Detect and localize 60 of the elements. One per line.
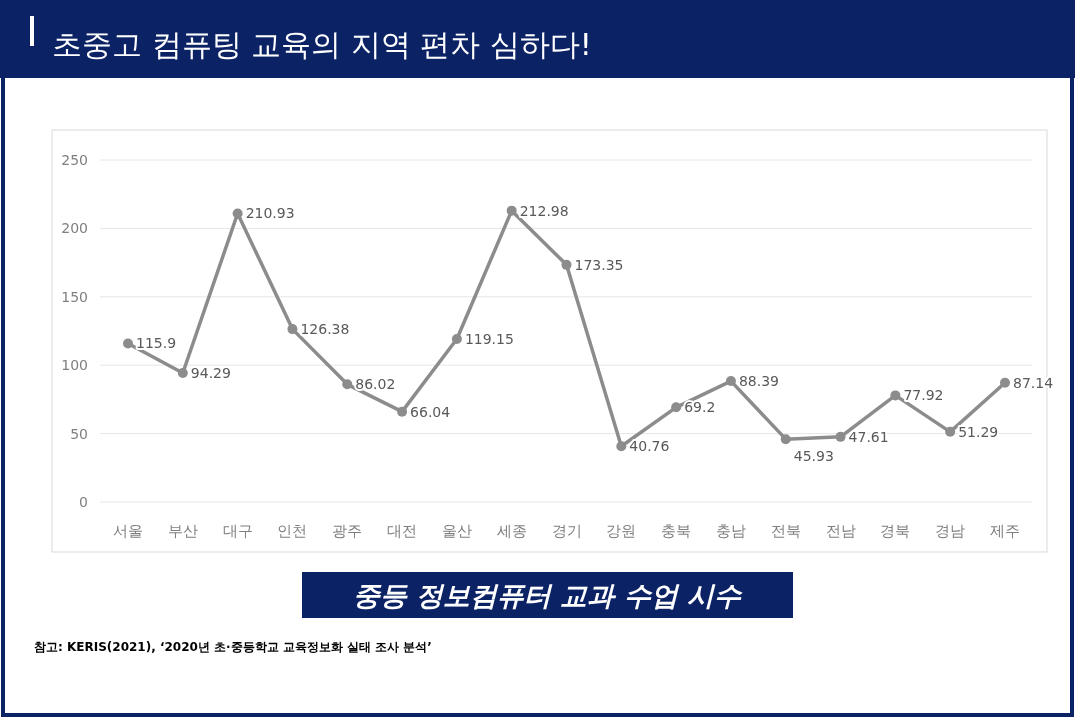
point [671, 402, 682, 413]
data-label: 115.9 [136, 335, 177, 352]
chart-title: 초중고 컴퓨팅 교육의 지역 편차 심하다! [52, 27, 592, 62]
data-label: 119.15 [464, 331, 514, 347]
data-label: 87.14 [1013, 374, 1054, 391]
x-tick-label: 경북 [880, 522, 911, 540]
data-label: 173.35 [574, 256, 624, 273]
y-tick-label: 0 [79, 494, 88, 510]
x-tick-label: 세종 [496, 522, 527, 540]
x-tick-label: 경남 [935, 522, 966, 540]
point [177, 368, 188, 379]
data-label: 47.61 [848, 428, 889, 445]
point [616, 441, 627, 452]
point [835, 431, 846, 442]
y-tick-label: 250 [61, 152, 88, 168]
point [780, 434, 791, 445]
point [397, 406, 408, 417]
x-tick-label: 서울 [113, 522, 143, 540]
point [1000, 377, 1010, 388]
x-tick-label: 충북 [661, 522, 692, 540]
point [561, 259, 572, 270]
point [123, 338, 133, 349]
y-tick-label: 100 [61, 357, 88, 374]
data-label: 210.93 [245, 205, 295, 222]
x-tick-label: 경기 [551, 522, 582, 540]
point [725, 376, 736, 387]
x-tick-label: 대전 [387, 522, 418, 540]
point [232, 208, 243, 219]
data-label: 40.76 [629, 438, 670, 455]
x-tick-label: 인천 [277, 522, 308, 540]
text: 중등 정보컴퓨터 교과 수업 시수 [352, 580, 744, 611]
point [287, 324, 298, 335]
x-tick-label: 대구 [222, 522, 253, 540]
y-tick-label: 50 [70, 425, 88, 442]
data-label: 94.29 [190, 365, 231, 382]
x-tick-label: 전남 [825, 522, 856, 540]
x-tick-label: 강원 [606, 522, 637, 540]
data-label: 51.29 [958, 423, 999, 440]
x-tick-label: 충남 [715, 522, 746, 540]
x-tick-label: 전북 [770, 522, 801, 540]
data-label: 88.39 [738, 373, 780, 390]
x-tick-label: 울산 [441, 522, 472, 540]
data-label: 45.93 [793, 448, 834, 465]
data-label: 66.04 [410, 403, 451, 420]
y-tick-label: 200 [61, 220, 88, 237]
data-label: 86.02 [355, 376, 396, 393]
x-tick-label: 제주 [990, 522, 1020, 540]
point [945, 426, 956, 437]
point [506, 205, 517, 216]
point [451, 334, 462, 344]
y-tick-label: 150 [61, 288, 88, 305]
point [342, 379, 353, 390]
data-label: 69.2 [684, 399, 716, 416]
data-label: 212.98 [519, 202, 569, 219]
text: 참고: KERIS(2021), ‘2020년 초·중등학교 교육정보화 실태 조사 분석’ [34, 640, 432, 654]
x-tick-label: 부산 [167, 522, 198, 540]
data-label: 77.92 [903, 387, 944, 404]
point [890, 390, 901, 401]
data-label: 126.38 [300, 321, 350, 338]
x-tick-label: 광주 [332, 522, 363, 540]
